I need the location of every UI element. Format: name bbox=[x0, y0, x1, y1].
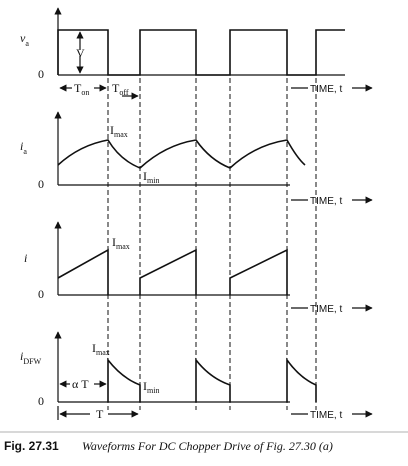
toff-label: Toff bbox=[112, 81, 129, 97]
panel-armature-current: ia Imax Imin 0 TIME, t bbox=[20, 111, 373, 207]
ton-label: Ton bbox=[74, 81, 89, 97]
time-label: TIME, t bbox=[310, 304, 342, 315]
min-label: Imin bbox=[143, 169, 159, 185]
zero-label: 0 bbox=[38, 394, 44, 408]
panel-diode-current: iDFW Imax Imin α T 0 T TIME, t bbox=[20, 331, 373, 421]
time-label: TIME, t bbox=[310, 196, 342, 207]
axis-label: i bbox=[24, 251, 27, 265]
zero-label: 0 bbox=[38, 287, 44, 301]
min-label: Imin bbox=[143, 379, 159, 395]
alpha-t-label: α T bbox=[72, 377, 89, 391]
level-label: V bbox=[76, 46, 85, 60]
max-label: Imax bbox=[110, 123, 128, 139]
axis-label: va bbox=[20, 31, 29, 48]
dashed-guides bbox=[107, 30, 317, 410]
axis-label: iDFW bbox=[20, 349, 42, 366]
axis-label: ia bbox=[20, 139, 27, 156]
zero-label: 0 bbox=[38, 67, 44, 81]
caption-number: Fig. 27.31 bbox=[4, 439, 59, 453]
time-label: TIME, t bbox=[310, 84, 342, 95]
period-label: T bbox=[96, 407, 104, 421]
panel-voltage: va V 0 Ton Toff TIME, t bbox=[20, 7, 373, 100]
max-label: Imax bbox=[112, 235, 130, 251]
max-label: Imax bbox=[92, 341, 110, 357]
time-label: TIME, t bbox=[310, 410, 342, 421]
panel-chopper-current: i Imax 0 TIME, t bbox=[24, 221, 373, 315]
caption-text: Waveforms For DC Chopper Drive of Fig. 2… bbox=[82, 439, 333, 453]
zero-label: 0 bbox=[38, 177, 44, 191]
